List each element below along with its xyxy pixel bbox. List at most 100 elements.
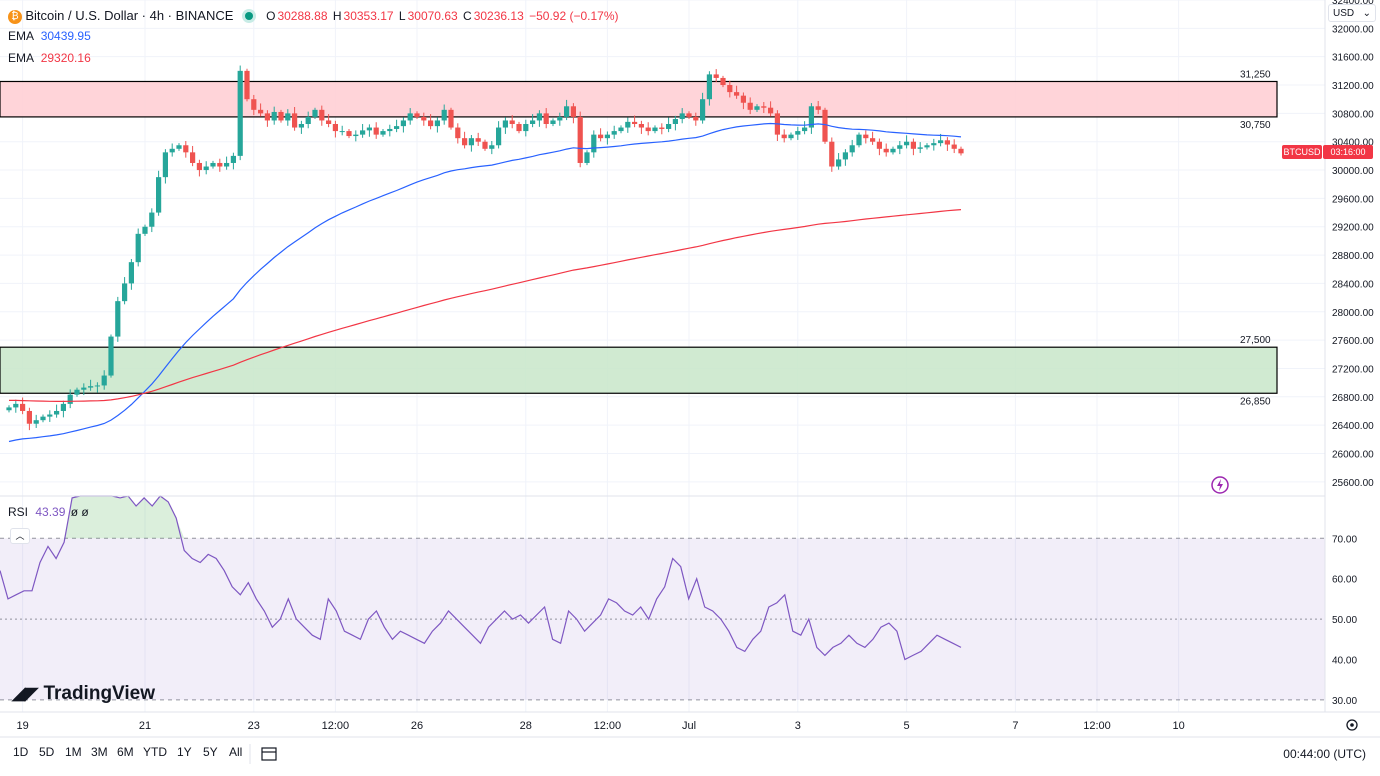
candle-body [890,148,896,153]
timeframe-5d[interactable]: 5D [39,745,55,759]
ohlc-values: O 30288.88 H 30353.17 L 30070.63 C 30236.13 … [266,9,619,23]
timeframe-3m[interactable]: 3M [91,745,108,759]
candle-body [373,127,379,135]
timeframe-6m[interactable]: 6M [117,745,134,759]
candle-body [230,155,236,163]
candle-body [482,141,488,149]
rsi-pane[interactable]: 30.00 40.00 50.00 60.00 70.00 [0,495,1357,707]
candle-body [645,127,651,132]
candle-body [931,143,937,146]
open-value: 30288.88 [277,9,328,23]
candle-body [122,283,128,302]
price-tick-label: 30800.00 [1332,109,1374,120]
candle-body [849,145,855,153]
candle-body [20,403,26,411]
ema-slow-line [9,209,962,402]
candle-body [135,233,141,263]
candle-body [550,120,556,124]
price-tick-label: 28800.00 [1332,251,1374,262]
candle-body [169,148,175,153]
ema-slow-legend[interactable]: EMA 29320.16 [8,51,91,65]
alert-icon[interactable] [1211,476,1229,494]
candle-body [176,145,182,149]
timeframe-all[interactable]: All [229,745,243,759]
candle-body [591,134,597,153]
candle-body [101,375,107,386]
time-tick-label: 21 [139,720,151,732]
candle-body [496,127,502,146]
price-tick-label: 26800.00 [1332,393,1374,404]
candle-body [217,162,223,167]
candle-body [115,301,121,337]
time-tick-label: Jul [682,720,696,732]
settings-icon[interactable] [1346,719,1358,731]
candle-body [516,124,522,132]
tradingview-logo-icon: ◢◤ [12,684,39,703]
candle-body [339,131,345,133]
date-range-icon[interactable] [261,747,277,761]
candle-body [604,134,610,139]
low-value: 30070.63 [407,9,458,23]
timeframe-ytd[interactable]: YTD [143,745,167,759]
candle-body [666,124,672,129]
time-tick-label: 10 [1172,720,1184,732]
price-tick-label: 27600.00 [1332,336,1374,347]
candle-body [740,95,746,103]
candle-body [26,410,32,424]
time-tick-label: 5 [904,720,910,732]
candle-body [298,124,304,128]
candle-body [40,416,46,421]
timeframe-1y[interactable]: 1Y [177,745,192,759]
candle-body [795,131,801,135]
timeframe-1d[interactable]: 1D [13,745,29,759]
utc-clock[interactable]: 00:44:00 (UTC) [1283,747,1366,761]
candle-body [829,141,835,167]
rsi-legend[interactable]: RSI 43.39 ø ø [8,505,89,519]
candle-body [149,212,155,227]
candle-body [292,113,298,128]
candle-body [944,140,950,145]
ema-fast-legend[interactable]: EMA 30439.95 [8,29,91,43]
candles [6,65,964,431]
rsi-tick-label: 60.00 [1332,575,1357,586]
rsi-tick-label: 50.00 [1332,615,1357,626]
candle-body [13,403,19,408]
candle-body [870,138,876,142]
timeframe-1m[interactable]: 1M [65,745,82,759]
candle-body [251,99,257,110]
tradingview-logo[interactable]: ◢◤ TradingView [12,683,156,704]
candle-body [924,145,930,148]
time-axis[interactable]: 19 21 23 12:00 26 28 12:00 Jul 3 5 7 12:00 10 [16,720,1184,732]
market-open-dot-icon [244,12,253,20]
candle-body [142,226,148,234]
symbol-legend[interactable]: ₿ Bitcoin / U.S. Dollar · 4h · BINANCE O… [8,8,621,24]
price-tick-label: 30400.00 [1332,138,1374,149]
candle-body [584,152,590,163]
price-tick-label: 32000.00 [1332,24,1374,35]
timeframe-5y[interactable]: 5Y [203,745,218,759]
candle-body [734,92,740,96]
candle-body [394,126,400,129]
collapse-chevron-icon[interactable]: ︿ [10,528,30,544]
bitcoin-icon: ₿ [8,9,22,24]
candle-body [414,113,420,117]
candle-body [747,102,753,110]
currency-select[interactable]: USD ⌄ [1328,4,1376,22]
candle-body [686,113,692,117]
resistance-zone [0,80,1278,118]
zones [0,80,1278,394]
candle-body [822,109,828,142]
candle-body [598,134,604,139]
price-axis[interactable]: 25600.00 26000.00 26400.00 26800.00 27200.00… [1332,0,1374,489]
candle-body [618,127,624,132]
chevron-down-icon: ⌄ [1362,8,1371,19]
candle-body [502,120,508,128]
candle-body [836,159,842,167]
close-value: 30236.13 [473,9,524,23]
candle-body [441,109,447,121]
candle-body [319,109,325,121]
candle-body [387,128,393,132]
candle-body [938,140,944,144]
time-tick-label: 12:00 [322,720,350,732]
